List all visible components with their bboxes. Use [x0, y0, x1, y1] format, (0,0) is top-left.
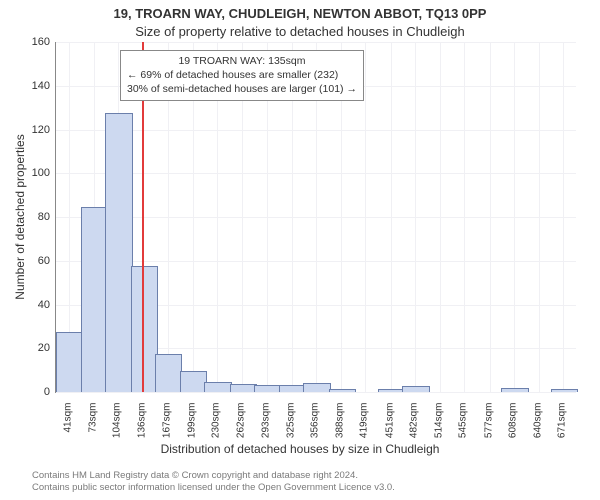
- histogram-bar: [501, 388, 528, 392]
- x-tick-label: 608sqm: [507, 403, 518, 443]
- y-tick-label: 20: [10, 342, 50, 354]
- x-tick-label: 41sqm: [62, 403, 73, 443]
- annotation-line2: ← 69% of detached houses are smaller (23…: [127, 68, 357, 82]
- histogram-bar: [155, 354, 182, 392]
- gridline-v: [415, 42, 416, 392]
- histogram-bar: [402, 386, 429, 392]
- histogram-bar: [254, 385, 281, 392]
- histogram-bar: [180, 371, 207, 392]
- y-tick-label: 140: [10, 80, 50, 92]
- gridline-v: [490, 42, 491, 392]
- x-tick-label: 388sqm: [335, 403, 346, 443]
- y-tick-label: 80: [10, 211, 50, 223]
- y-tick-label: 120: [10, 124, 50, 136]
- y-tick-label: 60: [10, 255, 50, 267]
- chart-title-line1: 19, TROARN WAY, CHUDLEIGH, NEWTON ABBOT,…: [0, 6, 600, 21]
- y-tick-label: 100: [10, 167, 50, 179]
- histogram-bar: [56, 332, 83, 392]
- y-tick-label: 0: [10, 386, 50, 398]
- x-tick-label: 325sqm: [285, 403, 296, 443]
- x-tick-label: 356sqm: [310, 403, 321, 443]
- x-tick-label: 482sqm: [408, 403, 419, 443]
- x-tick-label: 451sqm: [384, 403, 395, 443]
- gridline-v: [464, 42, 465, 392]
- x-tick-label: 545sqm: [458, 403, 469, 443]
- x-tick-label: 514sqm: [434, 403, 445, 443]
- histogram-bar: [551, 389, 578, 392]
- histogram-bar: [329, 389, 356, 392]
- x-tick-label: 199sqm: [186, 403, 197, 443]
- gridline-v: [563, 42, 564, 392]
- gridline-v: [365, 42, 366, 392]
- x-tick-label: 262sqm: [236, 403, 247, 443]
- histogram-bar: [204, 382, 231, 392]
- histogram-bar: [279, 385, 306, 392]
- y-tick-label: 160: [10, 36, 50, 48]
- gridline-v: [514, 42, 515, 392]
- footer-line2: Contains public sector information licen…: [32, 482, 395, 494]
- chart-title-line2: Size of property relative to detached ho…: [0, 24, 600, 39]
- y-tick-label: 40: [10, 299, 50, 311]
- x-tick-label: 293sqm: [260, 403, 271, 443]
- histogram-bar: [303, 383, 330, 392]
- histogram-bar: [230, 384, 257, 392]
- x-tick-label: 419sqm: [359, 403, 370, 443]
- x-tick-label: 671sqm: [557, 403, 568, 443]
- x-tick-label: 104sqm: [112, 403, 123, 443]
- histogram-bar: [81, 207, 108, 392]
- chart-root: { "chart": { "type": "histogram", "title…: [0, 0, 600, 500]
- gridline-h: [56, 392, 576, 393]
- x-tick-label: 136sqm: [137, 403, 148, 443]
- x-axis-label: Distribution of detached houses by size …: [0, 442, 600, 456]
- annotation-line1: 19 TROARN WAY: 135sqm: [127, 54, 357, 68]
- histogram-bar: [378, 389, 405, 392]
- footer: Contains HM Land Registry data © Crown c…: [32, 470, 395, 494]
- gridline-v: [391, 42, 392, 392]
- x-tick-label: 577sqm: [483, 403, 494, 443]
- gridline-v: [539, 42, 540, 392]
- x-tick-label: 167sqm: [161, 403, 172, 443]
- x-tick-label: 230sqm: [211, 403, 222, 443]
- annotation-line3: 30% of semi-detached houses are larger (…: [127, 82, 357, 96]
- histogram-bar: [105, 113, 132, 392]
- gridline-v: [440, 42, 441, 392]
- footer-line1: Contains HM Land Registry data © Crown c…: [32, 470, 395, 482]
- x-tick-label: 73sqm: [87, 403, 98, 443]
- x-tick-label: 640sqm: [533, 403, 544, 443]
- annotation-box: 19 TROARN WAY: 135sqm ← 69% of detached …: [120, 50, 364, 101]
